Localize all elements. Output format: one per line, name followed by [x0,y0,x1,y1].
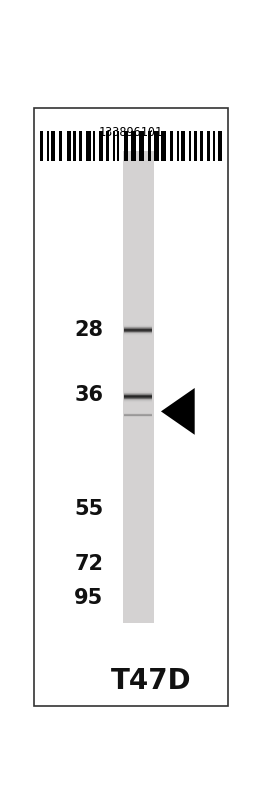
Bar [123,151,154,622]
Bar [113,131,115,161]
Bar [40,131,43,161]
Polygon shape [161,388,195,435]
Bar [67,131,71,161]
Bar [79,131,82,161]
Bar [181,131,185,161]
Bar [199,131,204,161]
Bar [105,131,110,161]
Text: 72: 72 [74,554,103,574]
Bar [161,131,166,161]
Bar [170,131,173,161]
Bar [207,131,210,161]
Bar [124,131,128,161]
Bar [86,131,91,161]
Text: 133896101: 133896101 [99,126,163,139]
Bar [59,131,62,161]
Text: T47D: T47D [111,667,191,695]
Bar [214,131,215,161]
Bar [99,131,103,161]
Bar [148,131,151,161]
Bar [131,131,136,161]
Bar [51,131,55,161]
Bar [177,131,179,161]
Text: 36: 36 [74,385,103,405]
Bar [194,131,197,161]
Bar [218,131,222,161]
Bar [154,131,158,161]
Text: 28: 28 [74,320,103,340]
Bar [73,131,77,161]
Text: 95: 95 [74,588,103,608]
Bar [93,131,95,161]
Bar [47,131,49,161]
Bar [117,131,119,161]
Bar [189,131,191,161]
Text: 55: 55 [74,498,103,518]
Bar [139,131,144,161]
